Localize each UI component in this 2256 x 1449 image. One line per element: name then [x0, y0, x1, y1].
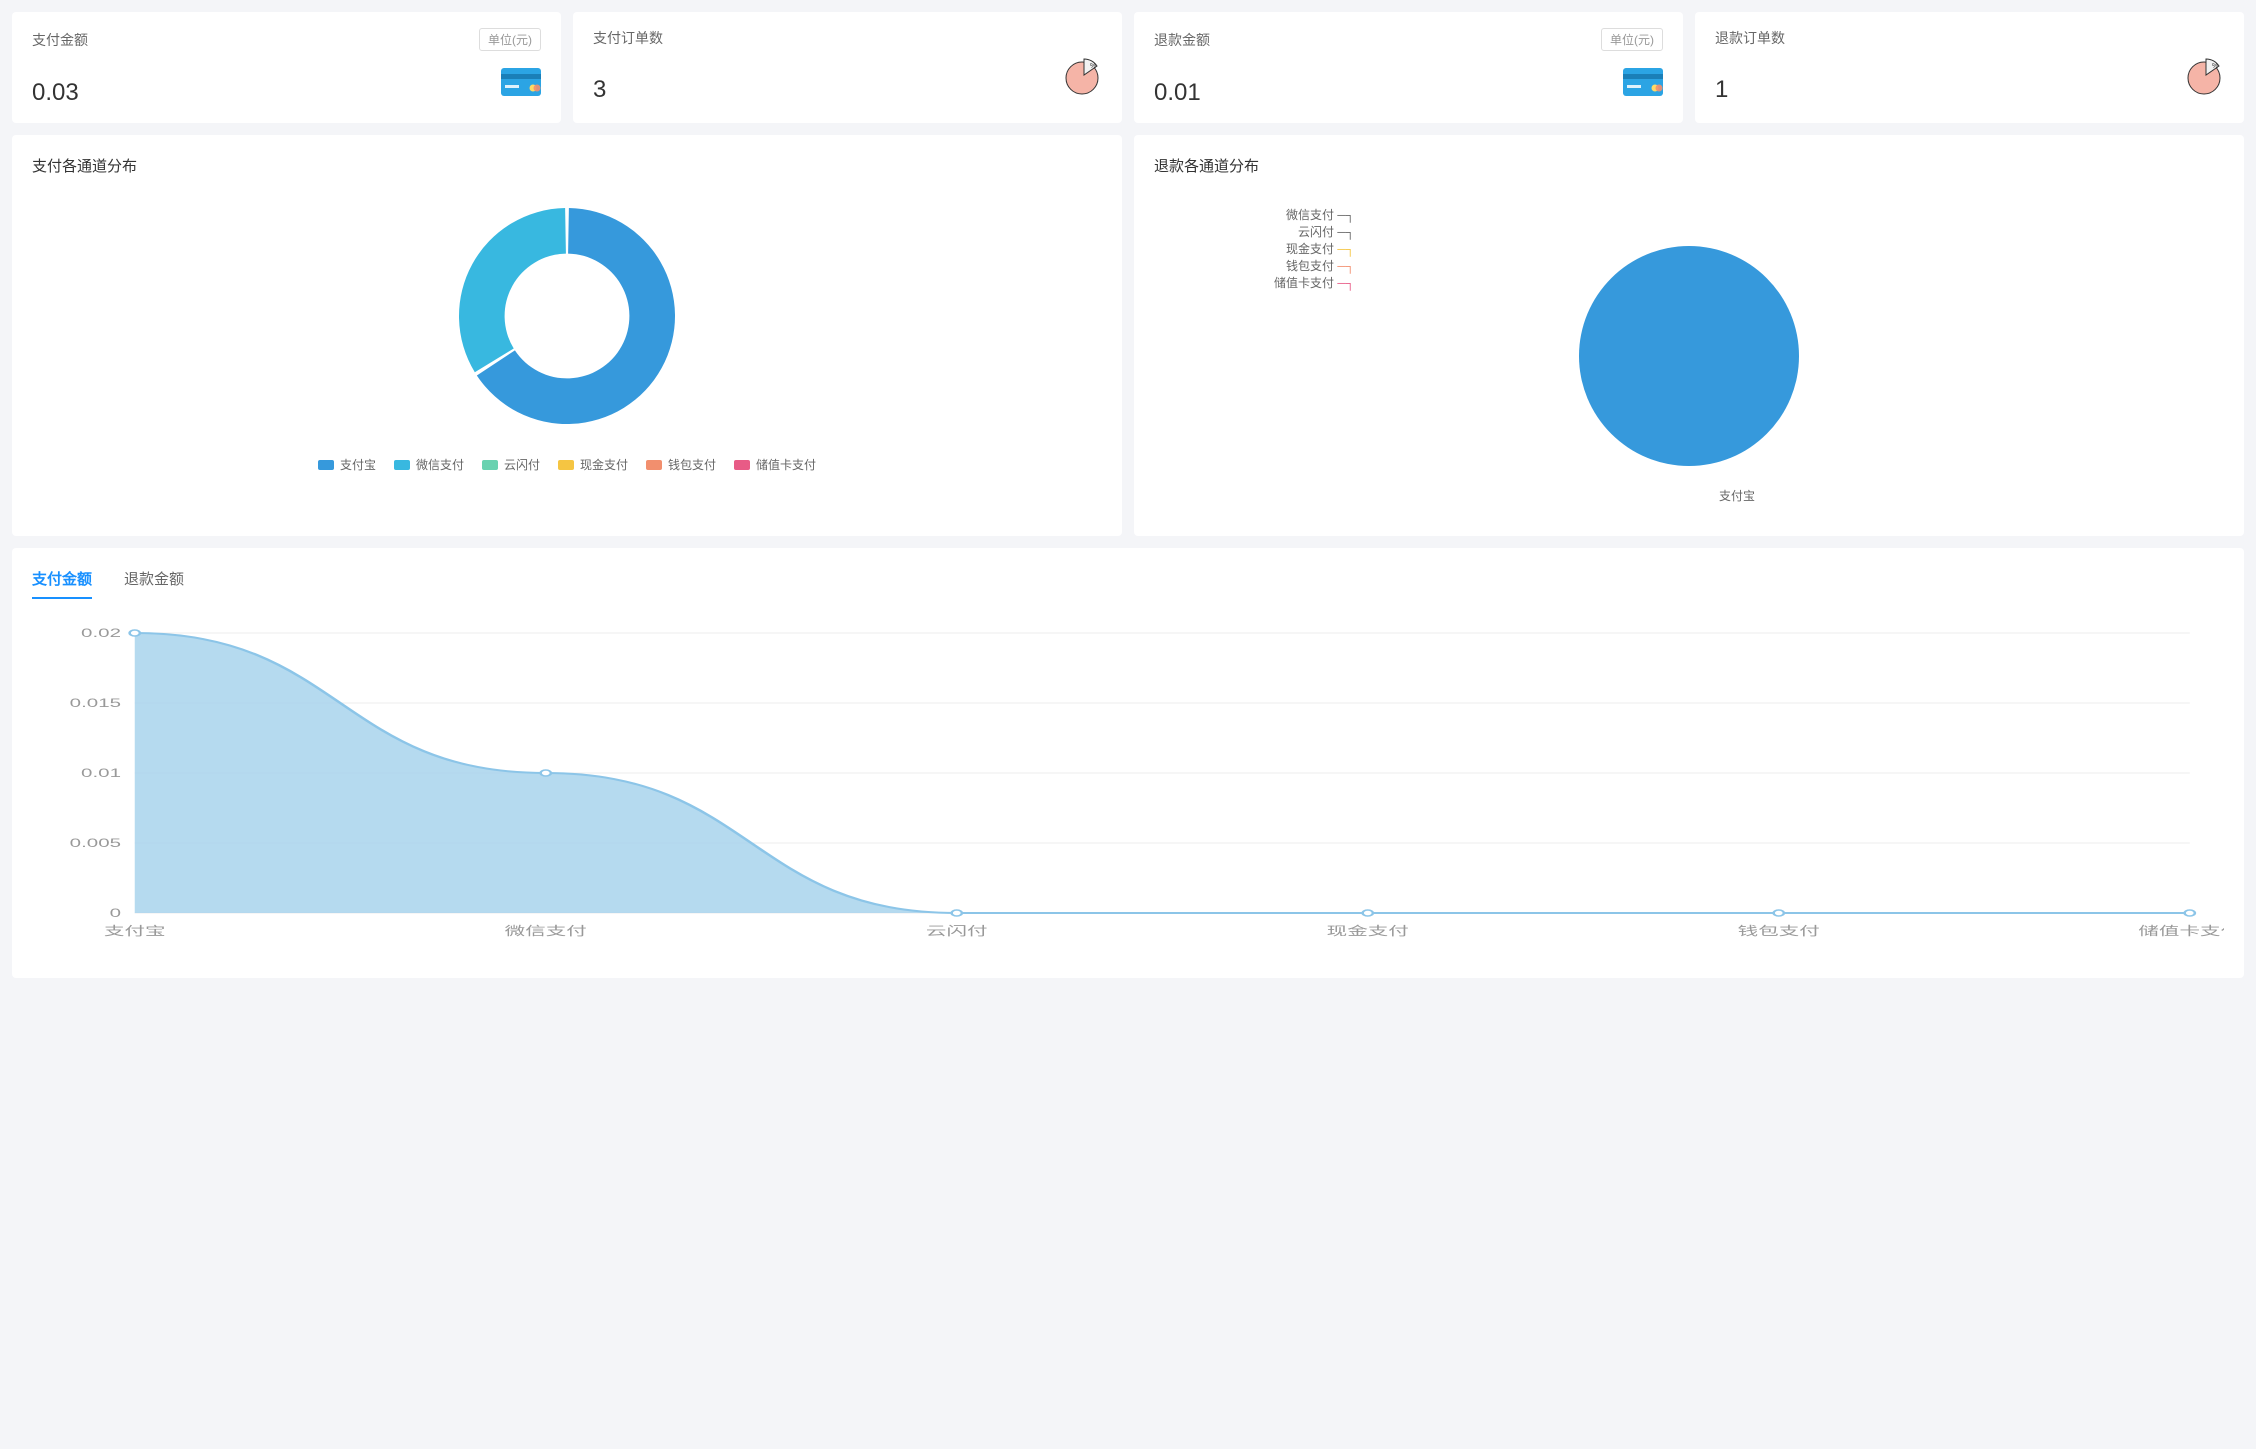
pie-icon: % [2184, 56, 2224, 101]
legend-item[interactable]: 云闪付 [482, 456, 540, 473]
stat-value: 0.01 [1154, 79, 1663, 107]
legend-label: 微信支付 [416, 456, 464, 473]
donut-legend: 支付宝 微信支付 云闪付 现金支付 钱包支付 储值卡支付 [318, 456, 816, 473]
pie-side-label: 储值卡支付 ─┐ [1274, 274, 1354, 291]
stat-card-pay-amount: 支付金额 单位(元) 0.03 [12, 12, 561, 123]
donut-chart [447, 196, 687, 436]
area-tabs: 支付金额 退款金额 [32, 568, 2224, 599]
stats-row: 支付金额 单位(元) 0.03 支付订单数 3 % [12, 12, 2244, 123]
refund-channel-pie-card: 退款各通道分布 微信支付 ─┐云闪付 ─┐现金支付 ─┐钱包支付 ─┐储值卡支付… [1134, 135, 2244, 536]
chart-title: 退款各通道分布 [1154, 155, 2224, 176]
area-chart-card: 支付金额 退款金额 0 0.005 0.01 0.015 0.02 支付宝 微信支付 云闪付 现… [12, 548, 2244, 978]
svg-text:0.02: 0.02 [81, 626, 121, 640]
pie-icon: % [1062, 56, 1102, 101]
stat-value: 1 [1715, 76, 2224, 104]
legend-label: 支付宝 [340, 456, 376, 473]
stat-title: 退款订单数 [1715, 28, 1785, 48]
pie-side-label: 钱包支付 ─┐ [1274, 257, 1354, 274]
stat-title: 支付金额 [32, 30, 88, 50]
svg-text:储值卡支付: 储值卡支付 [2138, 924, 2224, 938]
stat-unit: 单位(元) [1601, 28, 1663, 51]
tab-pay-amount[interactable]: 支付金额 [32, 568, 92, 599]
legend-swatch [558, 460, 574, 470]
card-icon [501, 68, 541, 101]
stat-value: 0.03 [32, 79, 541, 107]
svg-text:微信支付: 微信支付 [505, 924, 587, 938]
pie-side-label: 现金支付 ─┐ [1274, 240, 1354, 257]
legend-label: 现金支付 [580, 456, 628, 473]
svg-text:0: 0 [110, 906, 121, 920]
svg-text:钱包支付: 钱包支付 [1738, 924, 1820, 938]
legend-swatch [394, 460, 410, 470]
legend-swatch [482, 460, 498, 470]
card-icon [1623, 68, 1663, 101]
stat-card-refund-amount: 退款金额 单位(元) 0.01 [1134, 12, 1683, 123]
svg-text:支付宝: 支付宝 [104, 924, 166, 938]
svg-text:现金支付: 现金支付 [1327, 924, 1409, 938]
stat-title: 支付订单数 [593, 28, 663, 48]
legend-swatch [734, 460, 750, 470]
pay-channel-donut-card: 支付各通道分布 支付宝 微信支付 云闪付 现金支付 钱包支付 储值卡支付 [12, 135, 1122, 536]
stat-card-pay-orders: 支付订单数 3 % [573, 12, 1122, 123]
svg-text:云闪付: 云闪付 [926, 924, 988, 938]
svg-text:0.015: 0.015 [70, 696, 121, 710]
legend-item[interactable]: 储值卡支付 [734, 456, 816, 473]
stat-unit: 单位(元) [479, 28, 541, 51]
area-chart: 0 0.005 0.01 0.015 0.02 支付宝 微信支付 云闪付 现金支付 钱包支付 储值卡… [32, 623, 2224, 943]
stat-value: 3 [593, 76, 1102, 104]
legend-item[interactable]: 微信支付 [394, 456, 464, 473]
legend-swatch [318, 460, 334, 470]
legend-item[interactable]: 现金支付 [558, 456, 628, 473]
pie-side-label: 云闪付 ─┐ [1274, 223, 1354, 240]
pie-side-labels: 微信支付 ─┐云闪付 ─┐现金支付 ─┐钱包支付 ─┐储值卡支付 ─┐ [1274, 206, 1354, 291]
tab-refund-amount[interactable]: 退款金额 [124, 568, 184, 599]
legend-swatch [646, 460, 662, 470]
legend-item[interactable]: 钱包支付 [646, 456, 716, 473]
pie-side-label: 微信支付 ─┐ [1274, 206, 1354, 223]
svg-text:%: % [1090, 63, 1096, 70]
svg-text:%: % [2212, 63, 2218, 70]
chart-title: 支付各通道分布 [32, 155, 1102, 176]
legend-label: 云闪付 [504, 456, 540, 473]
charts-row: 支付各通道分布 支付宝 微信支付 云闪付 现金支付 钱包支付 储值卡支付 退款各通道分布 … [12, 135, 2244, 536]
legend-item[interactable]: 支付宝 [318, 456, 376, 473]
stat-title: 退款金额 [1154, 30, 1210, 50]
legend-label: 钱包支付 [668, 456, 716, 473]
svg-text:0.005: 0.005 [70, 836, 121, 850]
legend-label: 储值卡支付 [756, 456, 816, 473]
stat-card-refund-orders: 退款订单数 1 % [1695, 12, 2244, 123]
svg-text:0.01: 0.01 [81, 766, 121, 780]
pie-chart [1574, 241, 1804, 471]
pie-main-label: 支付宝 [1719, 487, 1755, 504]
